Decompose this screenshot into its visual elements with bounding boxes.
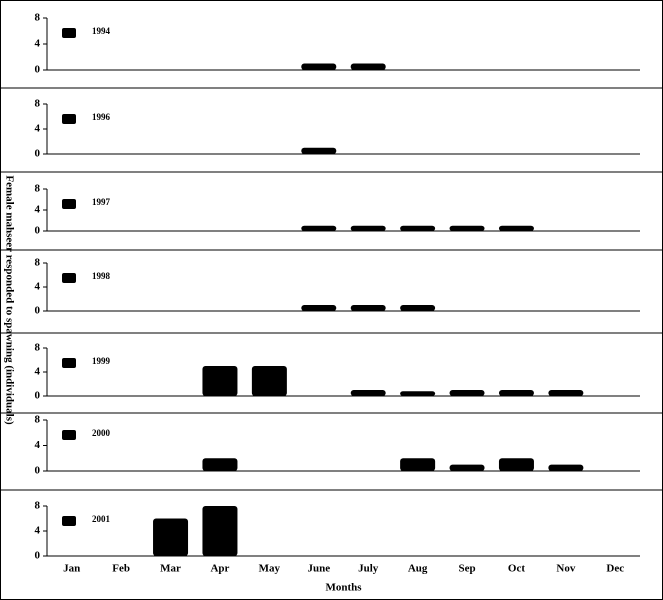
legend-swatch <box>62 114 76 124</box>
bar <box>449 225 485 231</box>
legend-swatch <box>62 28 76 38</box>
y-tick-label: 4 <box>35 525 41 537</box>
bar <box>400 305 436 311</box>
bar <box>548 464 584 471</box>
x-tick-label: Nov <box>556 563 575 575</box>
legend-label: 1994 <box>92 26 111 36</box>
y-tick-label: 0 <box>35 148 41 160</box>
bar <box>301 305 337 311</box>
y-tick-label: 4 <box>35 366 41 378</box>
x-tick-label: Sep <box>458 563 475 575</box>
legend-label: 2000 <box>92 428 111 438</box>
y-tick-label: 0 <box>35 64 41 76</box>
legend-swatch <box>62 430 76 440</box>
legend-label: 1996 <box>92 112 111 122</box>
y-tick-label: 8 <box>35 414 41 426</box>
legend-label: 1999 <box>92 356 111 366</box>
y-tick-label: 0 <box>35 225 41 237</box>
x-tick-label: July <box>358 563 379 575</box>
x-tick-label: Dec <box>606 563 624 575</box>
y-tick-label: 0 <box>35 550 41 562</box>
x-tick-label: May <box>259 563 281 575</box>
legend-label: 1997 <box>92 197 111 207</box>
legend-swatch <box>62 516 76 526</box>
y-tick-label: 8 <box>35 342 41 354</box>
x-tick-label: June <box>307 563 330 575</box>
x-tick-label: Feb <box>112 563 130 575</box>
y-tick-label: 0 <box>35 465 41 477</box>
bar <box>400 391 436 396</box>
bar <box>400 458 436 471</box>
legend-label: 2001 <box>92 514 111 524</box>
x-tick-label: Oct <box>508 563 525 575</box>
bar <box>498 458 534 471</box>
x-tick-label: Apr <box>210 563 229 575</box>
bar <box>548 390 584 396</box>
bar <box>350 390 386 396</box>
y-axis-label: Female mahseer responded to spawning (in… <box>3 175 15 425</box>
bar <box>350 305 386 311</box>
y-tick-label: 8 <box>35 257 41 269</box>
legend-swatch <box>62 199 76 209</box>
bar <box>301 225 337 231</box>
y-tick-label: 0 <box>35 305 41 317</box>
y-tick-label: 4 <box>35 439 41 451</box>
bar <box>449 464 485 471</box>
bar <box>400 225 436 231</box>
x-axis-label: Months <box>325 582 362 594</box>
y-tick-label: 4 <box>35 204 41 216</box>
legend-swatch <box>62 273 76 283</box>
y-tick-label: 4 <box>35 123 41 135</box>
legend-swatch <box>62 358 76 368</box>
x-tick-label: Aug <box>408 563 428 575</box>
y-tick-label: 8 <box>35 183 41 195</box>
legend-label: 1998 <box>92 271 111 281</box>
bar <box>202 366 238 396</box>
y-tick-label: 8 <box>35 98 41 110</box>
y-tick-label: 8 <box>35 12 41 24</box>
y-tick-label: 4 <box>35 281 41 293</box>
bar <box>251 366 287 396</box>
bar <box>350 63 386 70</box>
bar <box>350 225 386 231</box>
bar <box>498 390 534 396</box>
x-tick-label: Mar <box>160 563 181 575</box>
bar <box>301 63 337 70</box>
bar <box>498 225 534 231</box>
bar <box>202 458 238 471</box>
bar <box>449 390 485 396</box>
bar <box>153 518 189 556</box>
bar <box>202 506 238 556</box>
y-tick-label: 0 <box>35 390 41 402</box>
y-tick-label: 8 <box>35 500 41 512</box>
bar <box>301 147 337 154</box>
x-tick-label: Jan <box>63 563 80 575</box>
y-tick-label: 4 <box>35 38 41 50</box>
